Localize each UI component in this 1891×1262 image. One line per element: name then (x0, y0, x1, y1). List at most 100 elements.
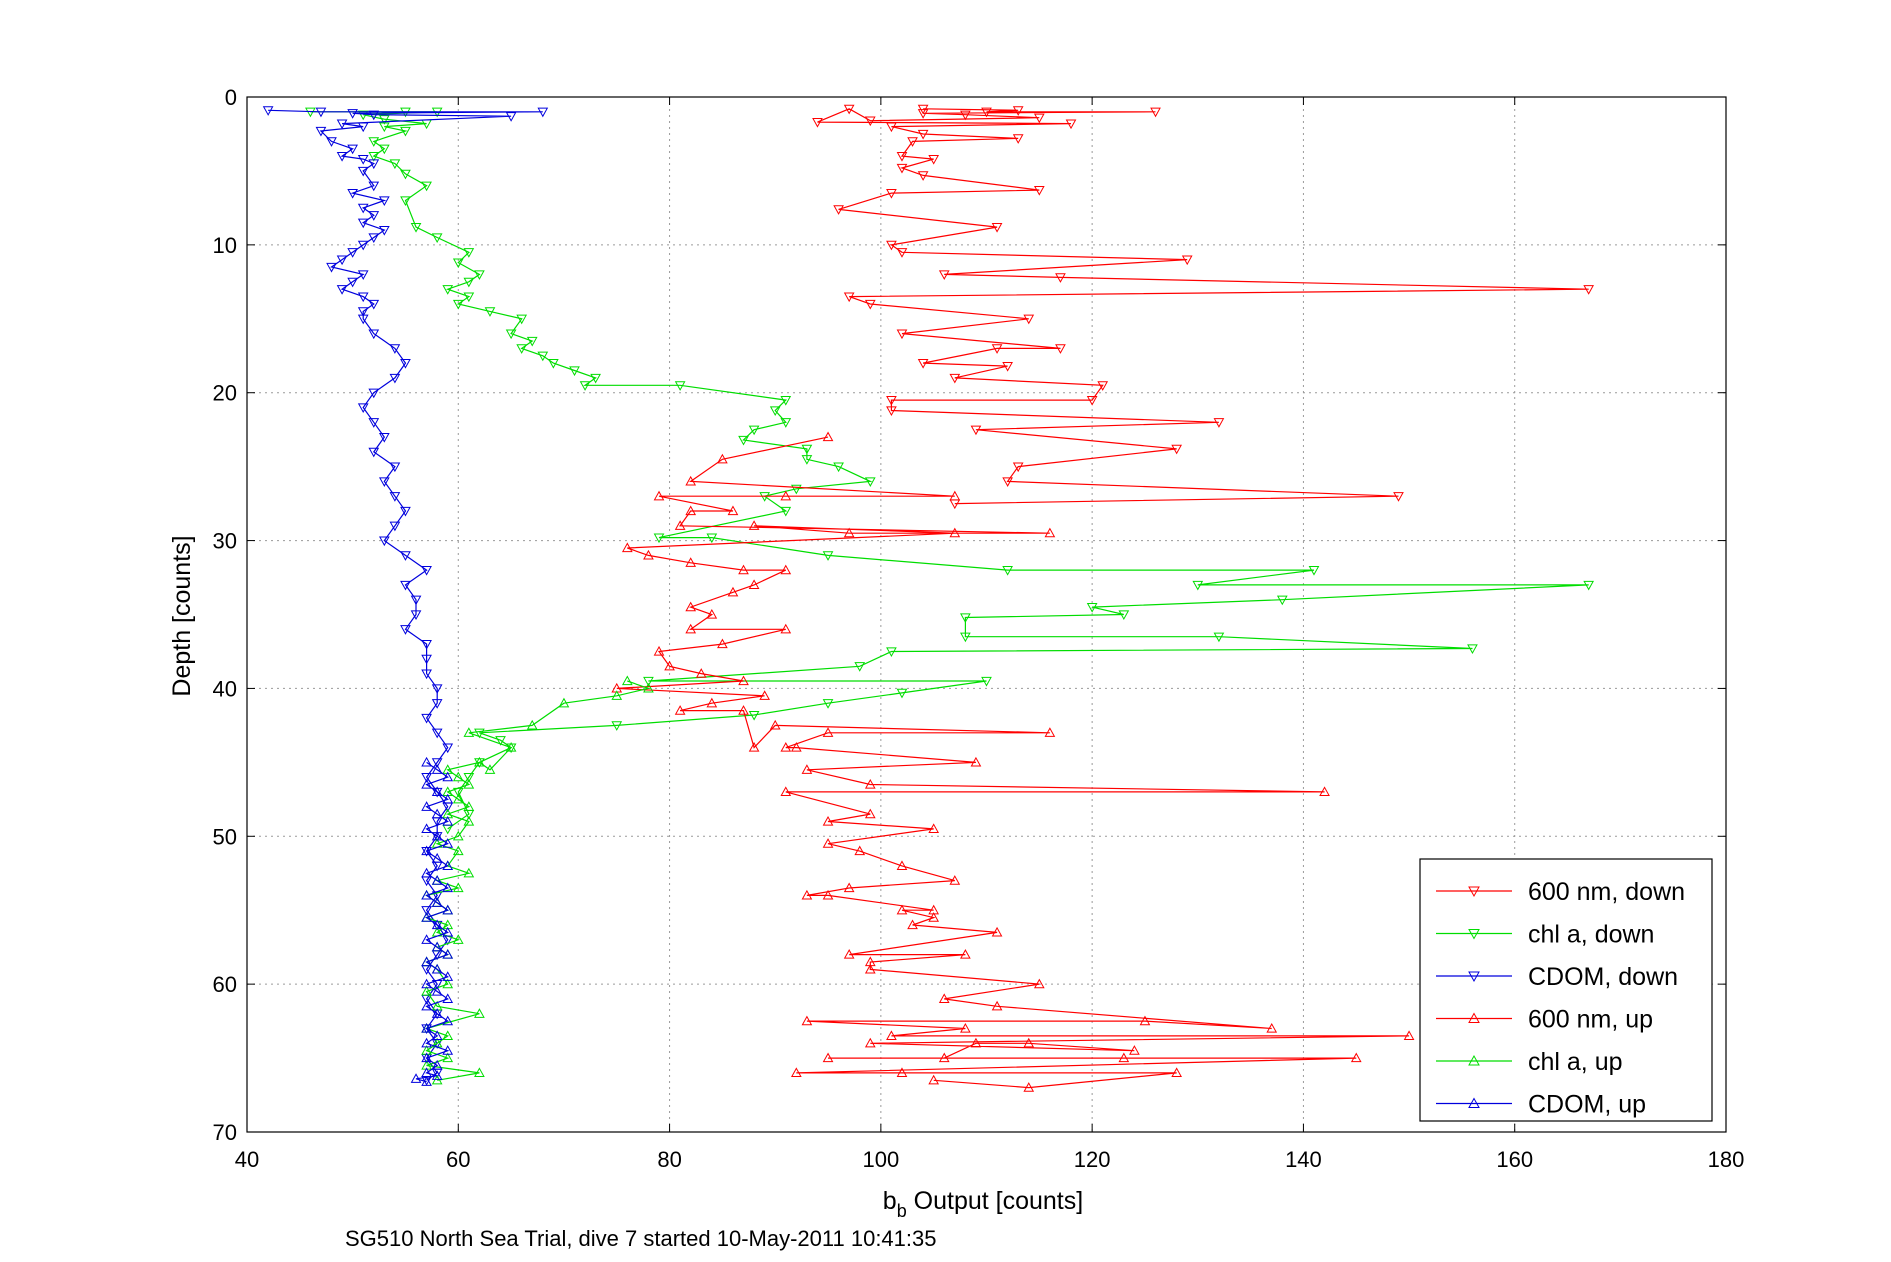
data-point (685, 557, 697, 567)
legend-marker (1468, 1054, 1480, 1066)
data-point (474, 1067, 485, 1077)
legend-label: CDOM, down (1528, 963, 1678, 991)
data-point (1086, 396, 1098, 406)
data-point (357, 270, 369, 280)
x-tick-label: 160 (1496, 1147, 1533, 1172)
data-point (1033, 113, 1045, 124)
data-point (643, 682, 654, 693)
data-point (548, 359, 559, 369)
data-point (357, 110, 369, 121)
data-point (643, 676, 654, 687)
data-point (452, 771, 464, 782)
data-point (1023, 314, 1035, 325)
legend-box (1419, 858, 1713, 1122)
data-point (1012, 106, 1024, 116)
data-point (706, 697, 718, 708)
data-point (421, 912, 432, 922)
data-point (991, 223, 1003, 233)
series-layer (262, 104, 1595, 1092)
data-point (421, 1076, 432, 1086)
data-point (1012, 134, 1024, 144)
data-point (896, 860, 908, 870)
x-tick-label: 100 (862, 1147, 899, 1172)
data-point (1583, 285, 1595, 295)
data-point (421, 654, 432, 665)
y-tick-label: 0 (225, 85, 237, 110)
data-point (442, 860, 454, 870)
data-point (463, 801, 475, 811)
data-point (421, 956, 432, 967)
data-point (981, 676, 992, 687)
data-point (1213, 632, 1225, 643)
data-point (442, 926, 454, 937)
data-point (886, 396, 897, 406)
data-point (843, 292, 855, 303)
data-point (452, 845, 464, 856)
data-point (357, 314, 369, 325)
data-point (421, 713, 432, 724)
data-point (738, 435, 749, 446)
data-point (368, 159, 380, 170)
data-point (347, 109, 358, 119)
data-point (1308, 566, 1320, 576)
data-point (981, 107, 992, 118)
data-point (769, 406, 781, 416)
data-point (1033, 186, 1045, 196)
data-point (822, 889, 834, 900)
data-point (378, 477, 390, 487)
data-point (357, 203, 369, 214)
data-point (780, 786, 792, 797)
data-point (801, 889, 813, 900)
data-point (378, 122, 390, 133)
data-point (378, 432, 390, 443)
data-point (452, 793, 464, 804)
data-point (452, 882, 464, 893)
data-point (442, 904, 454, 915)
data-point (896, 1067, 908, 1077)
data-point (1129, 1045, 1140, 1055)
series-line (415, 761, 450, 1083)
data-point (378, 196, 390, 207)
data-point (579, 381, 591, 391)
data-point (917, 171, 929, 181)
data-point (368, 299, 380, 310)
data-point (886, 406, 897, 416)
data-point (505, 112, 517, 122)
data-point (368, 447, 380, 458)
data-point (421, 978, 432, 989)
data-point (474, 270, 485, 280)
data-point (516, 314, 528, 325)
data-point (822, 1052, 834, 1063)
data-point (991, 1000, 1003, 1011)
data-point (960, 632, 971, 643)
data-point (1055, 344, 1066, 354)
data-point (463, 292, 475, 303)
data-point (336, 255, 348, 266)
data-point (389, 344, 401, 354)
data-point (643, 549, 654, 560)
data-point (357, 403, 369, 414)
series-line (817, 108, 1589, 505)
data-point (695, 668, 707, 678)
series-line (310, 111, 1589, 830)
data-point (1055, 273, 1066, 283)
data-point (1023, 1037, 1035, 1048)
data-point (822, 727, 834, 737)
data-point (822, 815, 834, 826)
x-tick-label: 180 (1708, 1147, 1745, 1172)
data-point (1002, 566, 1013, 576)
x-axis-label-subscript: b (897, 1201, 907, 1221)
data-point (1403, 1030, 1415, 1040)
data-point (748, 710, 760, 721)
data-point (357, 155, 369, 165)
data-point (421, 867, 432, 878)
data-point (896, 688, 908, 699)
data-point (780, 396, 792, 406)
data-point (389, 159, 401, 170)
data-point (907, 919, 918, 930)
data-point (938, 270, 950, 280)
data-point (917, 109, 929, 119)
data-point (368, 329, 380, 340)
data-point (727, 505, 739, 516)
data-point (463, 277, 475, 288)
